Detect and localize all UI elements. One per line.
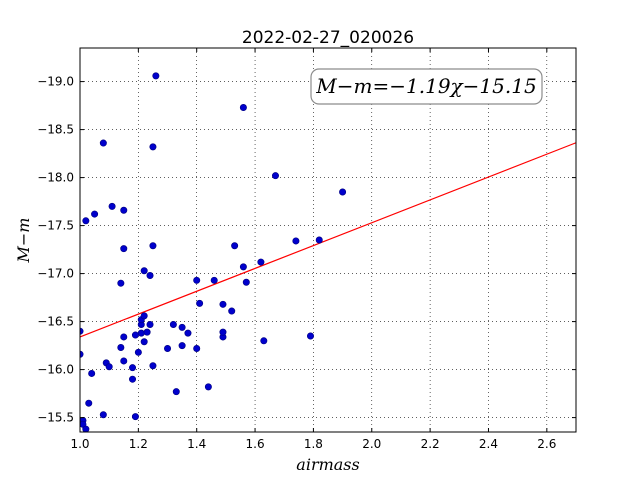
data-point bbox=[99, 411, 107, 419]
data-point bbox=[120, 357, 128, 365]
y-tick-label: −15.5 bbox=[37, 411, 74, 425]
data-point bbox=[219, 300, 227, 308]
data-point bbox=[219, 328, 227, 336]
data-point bbox=[146, 272, 154, 280]
axis-ticks: 1.0 1.2 1.4 1.6 1.8 2.0 2.2 2.4 2.6 −15.5 −16.0 −16… bbox=[37, 48, 576, 451]
data-point bbox=[271, 172, 279, 180]
equation-text: M−m=−1.19χ−15.15 bbox=[315, 74, 536, 98]
data-point bbox=[149, 362, 157, 370]
x-tick-label: 1.2 bbox=[129, 437, 148, 451]
x-tick-label: 2.2 bbox=[421, 437, 440, 451]
data-point bbox=[134, 348, 142, 356]
data-point bbox=[149, 143, 157, 151]
data-point bbox=[146, 320, 154, 328]
data-point bbox=[129, 364, 137, 372]
x-tick-label: 2.4 bbox=[479, 437, 498, 451]
data-point bbox=[85, 399, 93, 407]
data-point bbox=[242, 278, 250, 286]
data-point bbox=[231, 242, 239, 250]
fit-line-group bbox=[79, 142, 577, 338]
x-tick-label: 1.4 bbox=[187, 437, 206, 451]
plot-frame bbox=[79, 47, 577, 433]
data-point bbox=[149, 242, 157, 250]
data-point bbox=[131, 413, 139, 421]
data-point bbox=[105, 363, 113, 371]
y-tick-label: −18.5 bbox=[37, 123, 74, 137]
data-point bbox=[193, 276, 201, 284]
data-point bbox=[193, 344, 201, 352]
data-point bbox=[143, 328, 151, 336]
data-point bbox=[140, 312, 148, 320]
y-tick-label: −18.0 bbox=[37, 171, 74, 185]
data-point bbox=[99, 139, 107, 147]
data-point bbox=[260, 337, 268, 345]
x-tick-label: 1.0 bbox=[70, 437, 89, 451]
equation-box: M−m=−1.19χ−15.15 bbox=[310, 68, 543, 105]
data-point bbox=[204, 383, 212, 391]
y-tick-label: −17.0 bbox=[37, 267, 74, 281]
x-tick-label: 1.6 bbox=[246, 437, 265, 451]
y-axis-label: M−m bbox=[14, 218, 33, 264]
data-point bbox=[239, 104, 247, 112]
y-tick-label: −19.0 bbox=[37, 75, 74, 89]
data-point bbox=[339, 188, 347, 196]
data-point bbox=[228, 307, 236, 315]
data-point bbox=[196, 299, 204, 307]
equation-box-frame bbox=[310, 68, 543, 105]
data-point bbox=[292, 237, 300, 245]
data-point bbox=[117, 279, 125, 287]
data-point bbox=[88, 369, 96, 377]
data-point bbox=[152, 72, 160, 80]
data-point bbox=[184, 329, 192, 337]
data-point bbox=[178, 323, 186, 331]
chart-title: 2022-02-27_020026 bbox=[242, 28, 414, 48]
data-point bbox=[164, 344, 172, 352]
data-point bbox=[117, 344, 125, 352]
x-tick-label: 2.6 bbox=[537, 437, 556, 451]
data-point bbox=[140, 267, 148, 275]
fit-line bbox=[79, 142, 577, 338]
y-tick-label: −16.0 bbox=[37, 363, 74, 377]
y-tick-label: −16.5 bbox=[37, 315, 74, 329]
y-tick-label: −17.5 bbox=[37, 219, 74, 233]
data-point bbox=[140, 338, 148, 346]
data-point bbox=[120, 206, 128, 214]
x-tick-label: 1.8 bbox=[304, 437, 323, 451]
data-point bbox=[91, 210, 99, 218]
grid-lines bbox=[79, 48, 576, 432]
data-points bbox=[80, 72, 347, 432]
data-point bbox=[137, 329, 145, 337]
data-point bbox=[315, 236, 323, 244]
data-point bbox=[82, 217, 90, 225]
data-point bbox=[257, 258, 265, 266]
data-point bbox=[306, 332, 314, 340]
x-tick-label: 2.0 bbox=[362, 437, 381, 451]
data-point bbox=[120, 333, 128, 341]
x-axis-label: airmass bbox=[296, 455, 359, 474]
data-point bbox=[108, 202, 116, 210]
data-point bbox=[210, 276, 218, 284]
data-point bbox=[239, 263, 247, 271]
data-point bbox=[172, 388, 180, 396]
data-point bbox=[129, 375, 137, 383]
data-point bbox=[131, 331, 139, 339]
data-point bbox=[169, 320, 177, 328]
data-point bbox=[178, 342, 186, 350]
data-point bbox=[82, 425, 90, 432]
data-point bbox=[120, 245, 128, 253]
